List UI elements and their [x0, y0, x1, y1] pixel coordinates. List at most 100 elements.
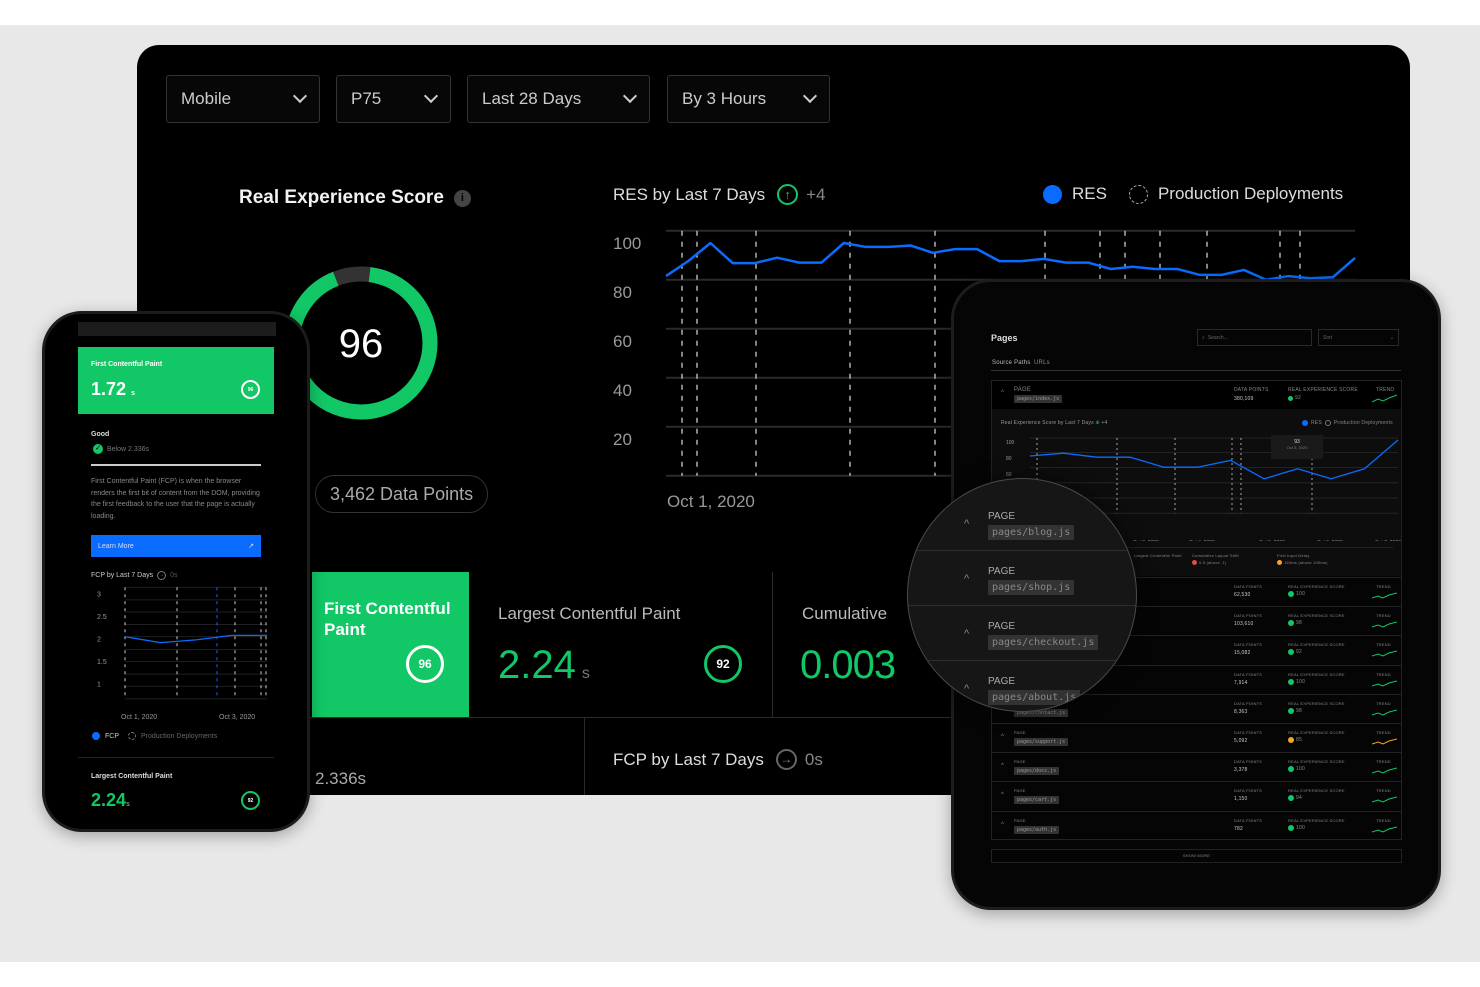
y-tick-label: 1.5	[97, 659, 107, 666]
date-range-dropdown[interactable]: Last 28 Days	[467, 75, 650, 123]
score: 92	[1288, 649, 1302, 656]
fcp-card[interactable]: First Contentful Paint 1.72 s 96	[78, 347, 274, 414]
metric-label: Cumulative Layout Shift	[1192, 553, 1239, 558]
divider	[78, 757, 274, 758]
res-title: Real Experience Score i	[239, 187, 471, 209]
show-more-button[interactable]: SHOW MORE	[991, 849, 1402, 863]
series-line	[124, 634, 267, 644]
check-icon: ✓	[93, 444, 103, 454]
res-chart-header: RES by Last 7 Days ↑ +4	[613, 184, 826, 205]
dropdown-value: By 3 Hours	[682, 89, 767, 108]
chevron-down-icon: ⌄	[1389, 334, 1394, 341]
deployment-legend-icon	[1324, 420, 1331, 426]
x-tick-label: Oct 3, 2020	[1133, 540, 1159, 541]
table-row[interactable]: ^ PAGE pages/support.js DATA POINTS 5,09…	[992, 723, 1401, 752]
col-label: DATA POINTS	[1234, 730, 1263, 735]
score-ring: 96	[406, 645, 444, 683]
status-dot	[1192, 560, 1197, 565]
col-label: TREND	[1376, 584, 1391, 589]
granularity-dropdown[interactable]: By 3 Hours	[667, 75, 830, 123]
chart-delta: +4	[1101, 420, 1108, 426]
col-label: REAL EXPERIENCE SCORE	[1288, 759, 1345, 765]
data-points: 782	[1234, 825, 1243, 832]
x-tick-label: Oct 7, 2020	[1375, 540, 1401, 541]
col-label: PAGE	[988, 621, 1016, 632]
table-row[interactable]: ^ PAGE pages/docs.js DATA POINTS 3,378 R…	[992, 752, 1401, 781]
res-title-text: Real Experience Score	[239, 187, 444, 208]
trend-sparkline	[1372, 650, 1397, 657]
res-delta: +4	[806, 184, 826, 204]
tab-underline	[991, 370, 1401, 371]
fcp-legend-dot	[92, 732, 100, 740]
magnified-row[interactable]: ^ PAGE pages/blog.js	[908, 496, 1136, 551]
device-dropdown[interactable]: Mobile	[166, 75, 320, 123]
metric-card-fcp[interactable]: First Contentful Paint 96	[312, 572, 469, 717]
tab-urls[interactable]: URLs	[1034, 360, 1050, 366]
res-legend-dot	[1043, 184, 1062, 204]
chart-title: FCP by Last 7 Days	[91, 572, 154, 579]
card-label: First Contentful Paint	[91, 361, 163, 368]
col-label: PAGE	[1014, 817, 1026, 823]
col-label: TREND	[1376, 730, 1391, 735]
table-row[interactable]: ^ PAGE pages/cart.js DATA POINTS 1,150 R…	[992, 781, 1401, 810]
search-icon: ⌕	[1202, 334, 1205, 341]
deployment-legend-icon	[1128, 184, 1148, 204]
score-ring: 96	[241, 380, 260, 399]
table-row-expanded[interactable]: ^ PAGE pages/index.js DATA POINTS 380,10…	[992, 381, 1401, 409]
magnified-row[interactable]: ^ PAGE pages/shop.js	[908, 551, 1136, 606]
percentile-dropdown[interactable]: P75	[336, 75, 451, 123]
col-label: TREND	[1376, 817, 1391, 823]
status-dot	[1288, 678, 1294, 685]
magnified-row[interactable]: ^ PAGE pages/about.js	[908, 661, 1136, 711]
page-path: pages/cart.js	[1014, 796, 1060, 805]
col-label: TREND	[1376, 642, 1391, 648]
info-icon[interactable]: i	[453, 190, 471, 207]
chevron-up-icon: ^	[964, 518, 970, 530]
data-points: 5,092	[1234, 738, 1248, 744]
col-label: TREND	[1376, 387, 1395, 393]
trend-sparkline	[1372, 796, 1397, 803]
unit: s	[581, 665, 590, 682]
trend-sparkline	[1372, 709, 1397, 716]
legend-label: Production Deployments	[1333, 420, 1393, 426]
deployment-legend-icon	[128, 732, 136, 740]
fcp-title: FCP by Last 7 Days	[613, 749, 764, 769]
col-label: TREND	[1376, 700, 1391, 706]
arrow-right-circle-icon: →	[157, 571, 167, 580]
data-points: 7,914	[1234, 679, 1248, 686]
col-label: PAGE	[1014, 759, 1026, 765]
score: 100	[1288, 824, 1305, 831]
sort-select[interactable]: Sort ⌄	[1318, 329, 1399, 346]
res-chart-legend: RES Production Deployments	[1043, 184, 1343, 204]
search-input[interactable]: ⌕ Search...	[1197, 329, 1312, 346]
col-label: REAL EXPERIENCE SCORE	[1288, 584, 1345, 589]
external-link-icon: ↗	[248, 543, 254, 550]
metric-lcp-value: 2.24 s	[498, 643, 590, 688]
y-tick-label: 100	[1006, 440, 1015, 446]
score-value: 85	[1296, 737, 1302, 743]
score-value: 98	[1296, 707, 1302, 714]
score: 94	[1288, 795, 1302, 802]
trend-sparkline	[1372, 767, 1397, 774]
y-tick-label: 100	[613, 234, 641, 253]
chevron-down-icon	[423, 88, 439, 104]
status-dot	[1288, 395, 1293, 401]
magnified-row[interactable]: ^ PAGE pages/checkout.js	[908, 606, 1136, 661]
magnifier-lens: ^ PAGE pages/blog.js ^ PAGE pages/shop.js…	[907, 478, 1137, 712]
page-res-chart: 100 80 60 Oct 3, 2020 Oct 4, 2020 Oct 5, 2020…	[1006, 437, 1401, 541]
score: 98	[1288, 620, 1302, 627]
learn-more-button[interactable]: Learn More ↗	[91, 535, 261, 557]
data-points: 1,150	[1234, 796, 1248, 803]
x-tick-label: Oct 3, 2020	[219, 714, 255, 721]
col-label: REAL EXPERIENCE SCORE	[1288, 387, 1358, 393]
score-value: 100	[1296, 591, 1305, 597]
score: 100	[1288, 766, 1305, 773]
y-tick-label: 1	[97, 681, 101, 688]
x-tick-label: Oct 1, 2020	[667, 492, 755, 511]
col-label: REAL EXPERIENCE SCORE	[1288, 730, 1345, 735]
score-value: 100	[1296, 766, 1305, 773]
arrow-right-circle-icon: →	[775, 749, 797, 770]
table-row[interactable]: ^ PAGE pages/auth.js DATA POINTS 782 REA…	[992, 810, 1401, 840]
tab-source-paths[interactable]: Source Paths	[992, 360, 1031, 366]
y-tick-label: 20	[613, 430, 632, 449]
